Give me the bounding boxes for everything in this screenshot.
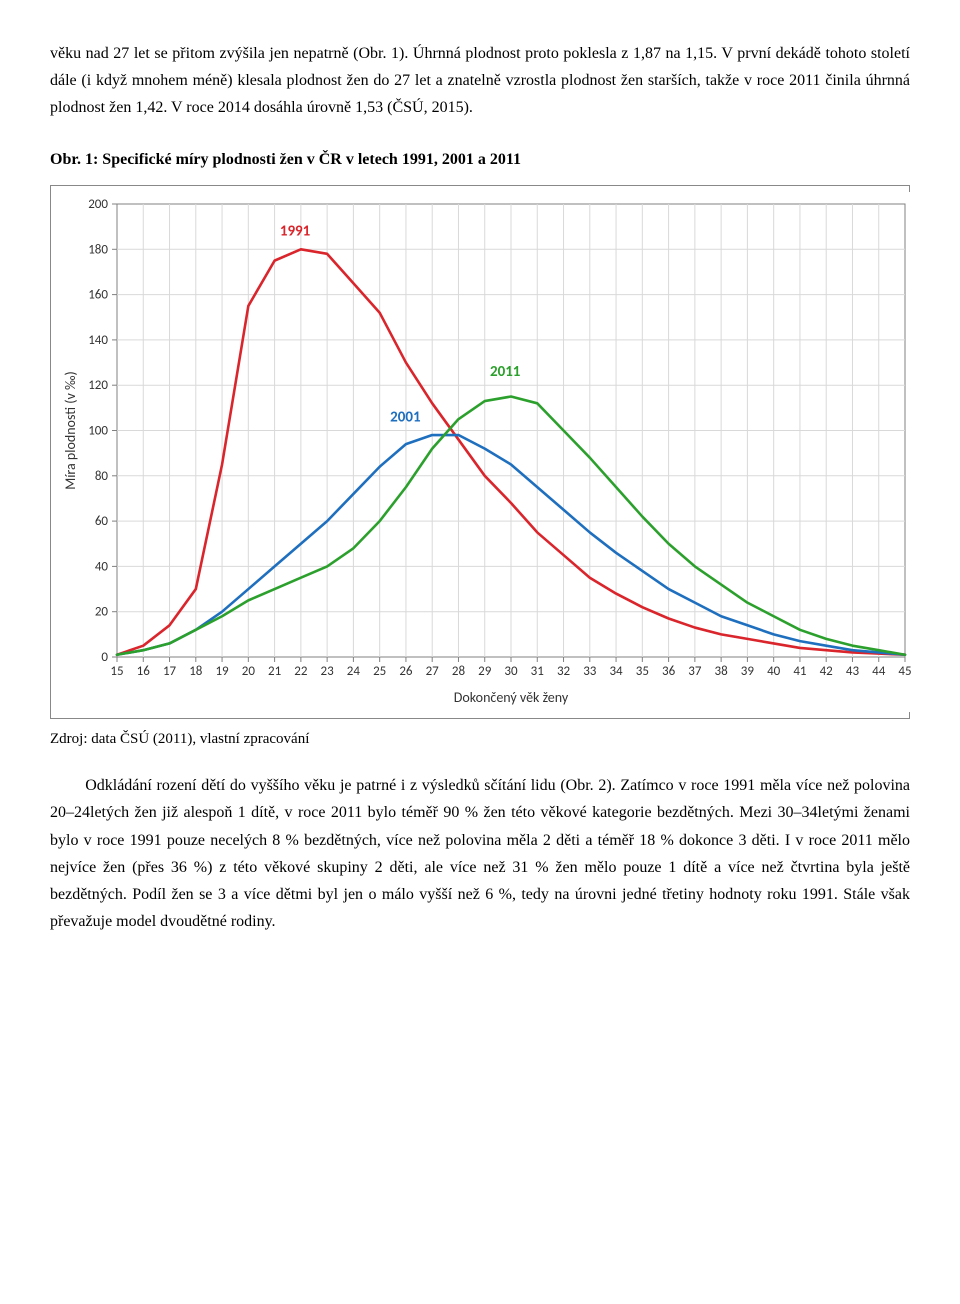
svg-text:60: 60 [95, 514, 109, 529]
svg-text:100: 100 [88, 423, 108, 438]
svg-text:2011: 2011 [490, 363, 521, 381]
svg-text:200: 200 [88, 197, 108, 212]
svg-text:33: 33 [583, 664, 597, 679]
svg-text:15: 15 [110, 664, 123, 679]
svg-text:17: 17 [163, 664, 177, 679]
svg-text:18: 18 [189, 664, 203, 679]
svg-text:31: 31 [531, 664, 544, 679]
figure-title: Obr. 1: Specifické míry plodnosti žen v … [50, 146, 910, 173]
svg-text:25: 25 [373, 664, 386, 679]
svg-text:Dokončený věk ženy: Dokončený věk ženy [454, 689, 569, 706]
svg-text:120: 120 [88, 378, 108, 393]
paragraph-1: věku nad 27 let se přitom zvýšila jen ne… [50, 40, 910, 122]
svg-text:39: 39 [741, 664, 755, 679]
svg-text:Míra plodnosti (v ‰): Míra plodnosti (v ‰) [62, 371, 79, 490]
svg-text:28: 28 [452, 664, 466, 679]
svg-text:32: 32 [557, 664, 571, 679]
chart-svg: 0 20 40 60 80 100 120 140 160 180 200 15 16 17 18 19 20 2… [57, 192, 917, 712]
svg-text:41: 41 [793, 664, 806, 679]
svg-text:16: 16 [137, 664, 151, 679]
svg-text:21: 21 [268, 664, 281, 679]
svg-text:19: 19 [215, 664, 229, 679]
figure-source: Zdroj: data ČSÚ (2011), vlastní zpracová… [50, 727, 910, 753]
svg-text:140: 140 [88, 333, 108, 348]
svg-text:22: 22 [294, 664, 308, 679]
svg-text:44: 44 [872, 664, 886, 679]
svg-text:160: 160 [88, 287, 108, 302]
svg-text:20: 20 [242, 664, 256, 679]
svg-text:20: 20 [95, 604, 109, 619]
svg-text:40: 40 [95, 559, 109, 574]
svg-text:45: 45 [898, 664, 911, 679]
svg-text:35: 35 [636, 664, 649, 679]
svg-text:38: 38 [715, 664, 729, 679]
svg-text:42: 42 [820, 664, 834, 679]
svg-text:80: 80 [95, 469, 109, 484]
svg-text:43: 43 [846, 664, 860, 679]
svg-text:36: 36 [662, 664, 676, 679]
svg-text:29: 29 [478, 664, 492, 679]
svg-text:30: 30 [504, 664, 518, 679]
svg-text:180: 180 [88, 242, 108, 257]
svg-text:1991: 1991 [280, 222, 311, 240]
svg-text:27: 27 [426, 664, 440, 679]
svg-text:0: 0 [101, 650, 108, 665]
svg-text:24: 24 [347, 664, 361, 679]
paragraph-2: Odkládání rození dětí do vyššího věku je… [50, 772, 910, 935]
svg-text:37: 37 [688, 664, 702, 679]
svg-text:26: 26 [399, 664, 413, 679]
svg-text:40: 40 [767, 664, 781, 679]
svg-text:23: 23 [321, 664, 335, 679]
svg-text:2001: 2001 [390, 408, 421, 426]
fertility-chart: 0 20 40 60 80 100 120 140 160 180 200 15 16 17 18 19 20 2… [50, 185, 910, 719]
svg-text:34: 34 [609, 664, 623, 679]
